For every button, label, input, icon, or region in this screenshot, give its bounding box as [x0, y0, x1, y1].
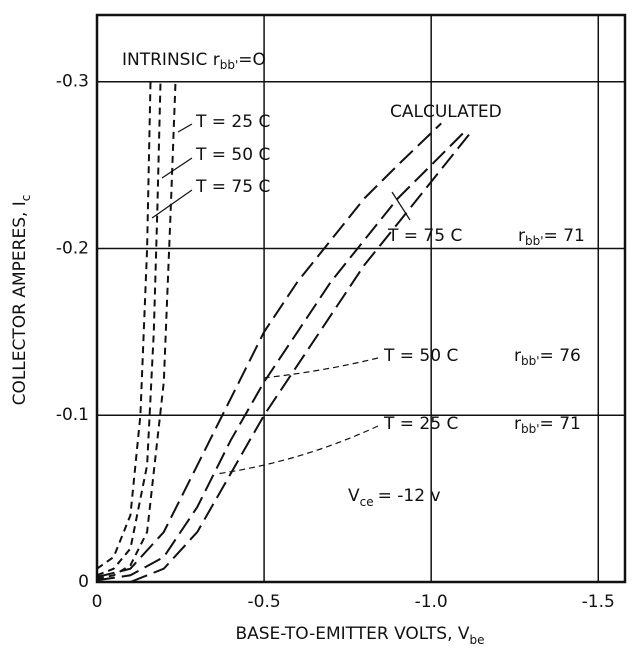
annotation: T = 25 C: [383, 414, 458, 434]
annotation: rbb'= 71: [518, 226, 585, 248]
y-tick-label: -0.1: [56, 405, 89, 425]
leader: [161, 157, 193, 179]
annotation: rbb'= 71: [514, 414, 581, 436]
annotation: CALCULATED: [390, 102, 502, 122]
annotation: T = 25 C: [195, 112, 270, 132]
y-tick-label: -0.3: [56, 72, 89, 92]
annotation: T = 75 C: [387, 226, 462, 246]
data-line: [96, 81, 177, 580]
annotation-text: r: [514, 346, 521, 366]
annotation: T = 75 C: [195, 177, 270, 197]
x-axis-label-sub: be: [470, 633, 485, 647]
leaders: [151, 123, 411, 475]
annotation-text: r: [518, 226, 525, 246]
leader: [391, 191, 411, 221]
leader: [151, 189, 193, 219]
data-line: [96, 81, 152, 570]
x-axis-label: BASE-TO-EMITTER VOLTS, Vbe: [235, 624, 484, 647]
annotation-text: =O: [238, 50, 266, 70]
x-tick-label: -1.5: [582, 592, 615, 612]
annotation: T = 50 C: [383, 346, 458, 366]
annotation-text: INTRINSIC r: [122, 50, 220, 70]
annotation: rbb'= 76: [514, 346, 581, 368]
annotation-text: V: [348, 486, 360, 506]
x-axis-label-text: BASE-TO-EMITTER VOLTS, V: [235, 624, 469, 644]
data-line: [96, 130, 466, 582]
data-line: [96, 122, 442, 578]
data-line: [130, 131, 473, 583]
y-tick-label: -0.2: [56, 238, 89, 258]
annotations: INTRINSIC rbb'=O T = 25 C T = 50 C T = 7…: [122, 50, 585, 509]
x-tick-label: -1.0: [415, 592, 448, 612]
y-axis-label-text: COLLECTOR AMPERES, I: [10, 201, 30, 405]
y-axis-label-sub: c: [19, 195, 33, 202]
annotation: INTRINSIC rbb'=O: [122, 50, 266, 72]
leader: [215, 425, 379, 475]
annotation-text: = 71: [544, 226, 585, 246]
data-line: [96, 81, 162, 577]
annotation-sub: bb': [521, 354, 540, 368]
annotation-text: = 71: [540, 414, 581, 434]
annotation-sub: bb': [521, 422, 540, 436]
plot-frame: [95, 13, 627, 584]
y-tick-label: 0: [78, 572, 89, 592]
annotation: T = 50 C: [195, 145, 270, 165]
annotation-text: = 76: [540, 346, 581, 366]
x-tick-label: -0.5: [248, 592, 281, 612]
y-axis-label: COLLECTOR AMPERES, Ic: [10, 195, 33, 406]
annotation-text: = -12 v: [378, 486, 441, 506]
annotation-text: r: [514, 414, 521, 434]
leader: [261, 357, 379, 379]
annotation: Vce = -12 v: [348, 486, 441, 509]
annotation-sub: bb': [220, 58, 239, 72]
x-tick-label: 0: [92, 592, 103, 612]
annotation-sub: ce: [360, 495, 374, 509]
annotation-sub: bb': [525, 234, 544, 248]
leader: [177, 123, 193, 133]
